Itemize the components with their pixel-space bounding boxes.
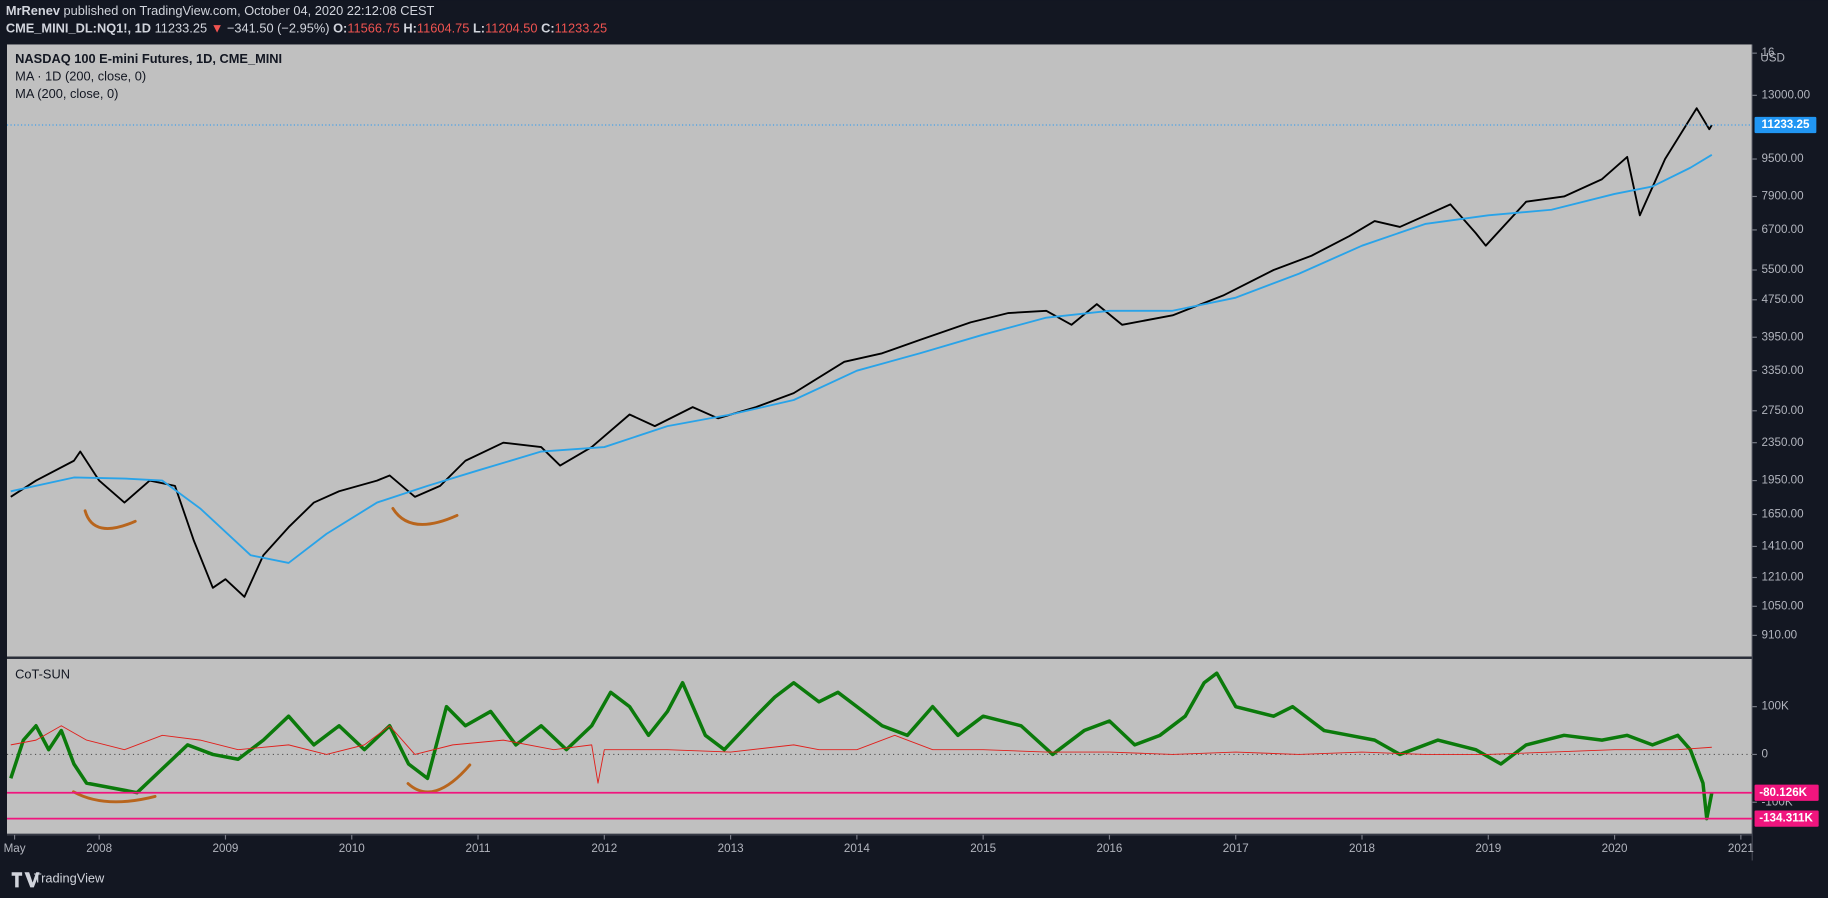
logo <box>11 872 40 888</box>
currency: USD <box>1760 52 1785 65</box>
price-pane <box>6 44 1753 657</box>
legend-ma: MA · 1D (200, close, 0) <box>15 68 146 83</box>
header-line-1: MrRenev published on TradingView.com, Oc… <box>6 3 435 18</box>
y-tick-label: 16 <box>1762 46 1775 59</box>
y-tick-label: 5500.00 <box>1762 263 1805 276</box>
o: 11566.75 <box>347 21 400 36</box>
y-tick-label: 7900.00 <box>1762 190 1805 203</box>
hand-drawn-curve <box>83 509 137 530</box>
hand-drawn-curve <box>391 506 459 526</box>
l: 11204.50 <box>485 21 538 36</box>
y-tick-label: 1650.00 <box>1762 508 1805 521</box>
y-tick-label: 4750.00 <box>1762 293 1805 306</box>
x-tick-label: 2011 <box>466 842 491 855</box>
hand-drawn-curve <box>406 763 472 794</box>
y-tick-label: 9500.00 <box>1762 152 1805 165</box>
x-tick-label: 2015 <box>970 842 996 855</box>
x-tick-label: 2008 <box>86 842 112 855</box>
last: 11233.25 <box>155 21 208 36</box>
last-price-box <box>1754 116 1817 134</box>
x-tick-label: May <box>4 842 26 855</box>
y-tick-label: 1410.00 <box>1762 540 1805 553</box>
published: published on TradingView.com, October 04… <box>64 3 435 18</box>
y-tick-label: 910.00 <box>1762 628 1798 641</box>
y-tick-label: 100K <box>1762 700 1789 713</box>
y-tick-label: 0 <box>1762 748 1769 761</box>
x-tick-label: 2009 <box>213 842 239 855</box>
level-box <box>1754 810 1819 827</box>
c-label: C: <box>541 21 555 36</box>
last-price-label: 11233.25 <box>1762 118 1810 131</box>
y-tick-label: 1210.00 <box>1762 571 1805 584</box>
series-line <box>10 725 1712 784</box>
legend-title: NASDAQ 100 E-mini Futures, 1D, CME_MINI <box>15 51 282 66</box>
x-tick-label: 2018 <box>1349 842 1375 855</box>
y-tick-label: 1050.00 <box>1762 599 1805 612</box>
symbol: CME_MINI_DL:NQ1!, 1D <box>6 21 151 36</box>
annotations <box>71 506 472 804</box>
series-line <box>10 153 1713 564</box>
change: −341.50 (−2.95%) <box>227 21 330 36</box>
header-line-2: CME_MINI_DL:NQ1!, 1D 11233.25 ▼ −341.50 … <box>6 21 607 36</box>
level-label: -134.311K <box>1759 812 1813 825</box>
x-tick-label: 2020 <box>1602 842 1628 855</box>
x-tick-label: 2010 <box>339 842 365 855</box>
hand-drawn-curve <box>71 790 157 804</box>
brand: TradingView <box>11 871 105 888</box>
c: 11233.25 <box>555 21 608 36</box>
level-box <box>1754 784 1819 801</box>
x-tick-label: 2014 <box>844 842 870 855</box>
brand-name: TradingView <box>34 871 105 886</box>
legend-indicator: MA (200, close, 0) <box>15 86 118 101</box>
y-tick-label: 1950.00 <box>1762 474 1805 487</box>
author: MrRenev <box>6 3 61 18</box>
y-tick-label: 3350.00 <box>1762 364 1805 377</box>
y-tick-label: 2350.00 <box>1762 436 1805 449</box>
y-tick-label: 6700.00 <box>1762 223 1805 236</box>
o-label: O: <box>333 21 347 36</box>
h-label: H: <box>403 21 417 36</box>
h: 11604.75 <box>417 21 470 36</box>
y-tick-label: 2750.00 <box>1762 404 1805 417</box>
x-tick-label: 2021 <box>1728 842 1754 855</box>
series-line <box>9 671 1714 821</box>
arrow: ▼ <box>211 21 224 36</box>
series-line <box>10 107 1713 598</box>
x-tick-label: 2012 <box>591 842 617 855</box>
x-tick-label: 2016 <box>1096 842 1122 855</box>
y-tick-label: 3950.00 <box>1762 330 1805 343</box>
cot-pane <box>6 658 1753 834</box>
level-label: -80.126K <box>1759 786 1807 799</box>
l-label: L: <box>473 21 485 36</box>
x-tick-label: 2017 <box>1223 842 1249 855</box>
x-tick-label: 2013 <box>718 842 744 855</box>
cot-title: CoT-SUN <box>15 667 70 682</box>
x-tick-label: 2019 <box>1475 842 1501 855</box>
y-tick-label: 13000.00 <box>1762 88 1811 101</box>
